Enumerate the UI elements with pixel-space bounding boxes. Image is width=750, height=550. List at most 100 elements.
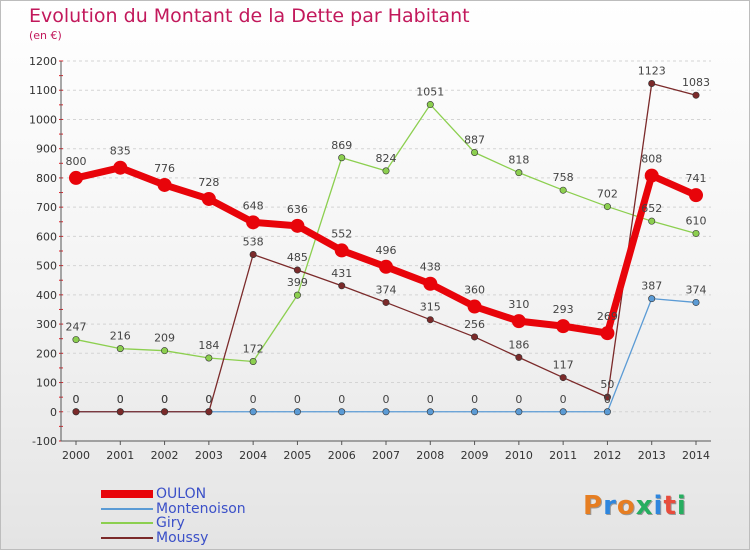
data-label-giry: 216 [110, 330, 131, 343]
data-point-moussy [205, 408, 213, 416]
data-point-oulon [69, 170, 83, 185]
data-point-moussy [426, 316, 434, 324]
brand-letter: P [583, 491, 604, 521]
data-label-montenoison: 0 [205, 393, 212, 406]
data-label-montenoison: 374 [686, 283, 707, 296]
data-point-montenoison [471, 408, 479, 416]
x-tick-label: 2004 [239, 449, 267, 462]
data-label-moussy: 374 [376, 283, 397, 296]
data-point-oulon [423, 276, 438, 291]
data-label-montenoison: 0 [338, 393, 345, 406]
legend-item-moussy: Moussy [101, 529, 321, 546]
data-point-oulon [467, 299, 482, 314]
data-label-moussy: 50 [600, 378, 614, 391]
data-point-montenoison [293, 408, 301, 416]
data-label-giry: 247 [66, 321, 87, 334]
data-label-montenoison: 0 [383, 393, 390, 406]
data-point-moussy [648, 80, 656, 88]
data-point-giry [72, 336, 80, 344]
data-point-giry [205, 354, 213, 362]
brand-letter: i [676, 491, 687, 521]
data-label-moussy: 256 [464, 318, 485, 331]
data-point-moussy [603, 393, 611, 401]
data-label-moussy: 485 [287, 251, 308, 264]
data-point-moussy [471, 333, 479, 341]
data-point-moussy [72, 408, 80, 416]
data-point-oulon [246, 215, 261, 230]
data-point-giry [382, 167, 390, 175]
legend-item-montenoison: Montenoison [101, 500, 321, 517]
data-label-giry: 758 [553, 171, 574, 184]
chart-subtitle: (en €) [29, 29, 62, 42]
data-label-oulon: 269 [597, 310, 618, 323]
data-label-giry: 172 [243, 342, 264, 355]
legend-swatch-oulon [101, 490, 153, 498]
data-point-moussy [293, 266, 301, 274]
x-tick-label: 2011 [549, 449, 577, 462]
data-point-montenoison [382, 408, 390, 416]
x-tick-label: 2001 [106, 449, 134, 462]
data-label-moussy: 1083 [682, 76, 710, 89]
y-tick-label: -100 [32, 435, 57, 448]
axes [59, 60, 711, 445]
data-point-giry [515, 169, 523, 177]
y-tick-label: 700 [36, 201, 57, 214]
data-label-montenoison: 0 [427, 393, 434, 406]
data-label-montenoison: 0 [294, 393, 301, 406]
data-label-giry: 702 [597, 188, 618, 201]
legend-label-oulon: OULON [156, 486, 207, 502]
y-tick-label: 1000 [29, 113, 57, 126]
x-ticks: 2000 2001 2002 2003 2004 2005 2006 2007 2008 2009… [62, 449, 710, 462]
legend-label-moussy: Moussy [156, 529, 209, 546]
brand-letter: o [616, 491, 636, 521]
data-label-giry: 610 [686, 214, 707, 227]
legend-item-giry: Giry [101, 515, 321, 531]
data-label-oulon: 728 [198, 176, 219, 189]
data-label-giry: 399 [287, 276, 308, 289]
brand-letter: r [603, 491, 617, 521]
data-point-moussy [249, 251, 257, 259]
legend-label-giry: Giry [156, 515, 185, 531]
data-point-montenoison [426, 408, 434, 416]
data-point-giry [426, 101, 434, 109]
y-tick-label: 400 [36, 289, 57, 302]
legend-label-montenoison: Montenoison [156, 500, 246, 517]
data-point-giry [116, 345, 124, 353]
data-point-giry [603, 203, 611, 211]
legend-item-oulon: OULON [101, 486, 321, 502]
data-label-oulon: 438 [420, 261, 441, 274]
data-point-giry [692, 229, 700, 237]
brand-logo: Proxiti [583, 491, 687, 521]
data-point-giry [648, 217, 656, 225]
data-label-giry: 209 [154, 332, 175, 345]
data-label-montenoison: 0 [604, 393, 611, 406]
y-tick-label: 500 [36, 260, 57, 273]
brand-letter: x [635, 491, 654, 521]
data-label-oulon: 636 [287, 203, 308, 216]
data-point-oulon [201, 191, 216, 206]
y-tick-label: 900 [36, 143, 57, 156]
data-point-giry [471, 148, 479, 156]
data-label-moussy: 315 [420, 301, 441, 314]
data-point-oulon [379, 259, 393, 274]
data-label-moussy: 538 [243, 236, 264, 249]
x-tick-label: 2014 [682, 449, 710, 462]
data-point-oulon [290, 218, 305, 233]
data-point-moussy [161, 408, 169, 416]
x-tick-label: 2009 [461, 449, 489, 462]
data-point-giry [293, 291, 301, 299]
data-label-oulon: 835 [110, 145, 131, 158]
data-point-oulon [556, 319, 571, 334]
data-label-moussy: 186 [508, 338, 529, 351]
data-point-montenoison [648, 295, 656, 303]
data-label-moussy: 0 [161, 393, 168, 406]
y-tick-label: 1100 [29, 84, 57, 97]
data-point-oulon [157, 177, 172, 192]
data-label-oulon: 800 [66, 155, 87, 168]
data-label-oulon: 310 [508, 298, 529, 311]
data-label-montenoison: 0 [250, 393, 257, 406]
x-tick-label: 2005 [283, 449, 311, 462]
data-label-moussy: 431 [331, 267, 352, 280]
